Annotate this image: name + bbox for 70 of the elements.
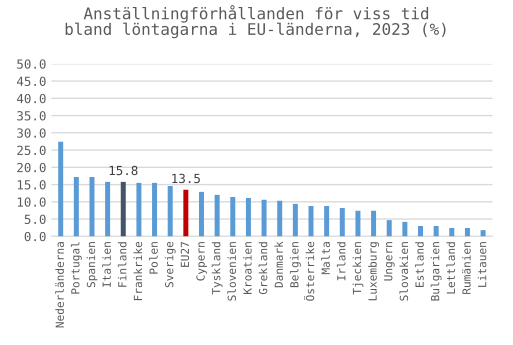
y-tick-label: 25.0: [17, 146, 46, 156]
x-tick-label: Österrike: [304, 242, 314, 301]
data-label: 15.8: [110, 166, 138, 176]
bar: [386, 220, 392, 236]
bar: [464, 228, 470, 236]
bar: [198, 192, 204, 236]
x-tick-label: Lettland: [446, 242, 456, 294]
x-tick-label: Bulgarien: [430, 242, 442, 300]
x-tick-label: Luxemburg: [368, 242, 379, 300]
bar: [246, 198, 251, 236]
x-tick-label: Slovakien: [399, 242, 408, 301]
x-tick-label: Irland: [336, 242, 346, 280]
bar: [230, 196, 236, 236]
bar: [480, 230, 486, 236]
bar: [183, 190, 188, 236]
chart-title: Anställningförhållanden för viss tid bland löntagarna i EU-länderna, 2023 (%): [66, 5, 446, 38]
bar: [105, 182, 110, 236]
data-label: 13.5: [172, 174, 200, 184]
y-tick-label: 0.0: [24, 232, 46, 242]
bar: [292, 204, 298, 236]
bar: [308, 206, 314, 236]
bar: [89, 176, 94, 236]
x-tick-label: Ungern: [384, 242, 395, 281]
x-tick-label: EU27: [180, 242, 190, 267]
x-tick-label: Belgien: [290, 242, 301, 288]
y-tick-label: 40.0: [16, 94, 46, 104]
x-tick-label: Italien: [102, 242, 111, 287]
x-tick-label: Portugal: [70, 242, 82, 294]
x-tick-label: Grekland: [258, 242, 268, 294]
y-tick-label: 35.0: [17, 111, 46, 121]
bar: [120, 182, 126, 236]
x-tick-label: Tyskland: [212, 242, 223, 294]
bar: [449, 228, 454, 236]
y-tick-label: 15.0: [18, 180, 46, 190]
x-tick-label: Finland: [118, 242, 127, 287]
x-tick-label: Nederländerna: [55, 242, 64, 328]
x-tick-label: Spanien: [86, 242, 98, 288]
bar: [340, 208, 345, 236]
bar: [262, 200, 267, 236]
bar: [74, 176, 79, 236]
y-tick-label: 5.0: [24, 214, 46, 224]
x-tick-label: Sverige: [164, 242, 176, 288]
y-tick-label: 30.0: [17, 128, 46, 138]
bar: [277, 200, 282, 236]
bar: [58, 142, 64, 236]
x-tick-label: Kroatien: [243, 242, 252, 294]
bar: [402, 222, 408, 236]
x-tick-label: Tjeckien: [352, 242, 364, 294]
bar: [434, 226, 439, 236]
x-tick-label: Rumänien: [462, 242, 471, 294]
x-tick-label: Danmark: [274, 241, 283, 288]
bar: [168, 186, 173, 236]
x-tick-label: Frankrike: [134, 242, 142, 300]
bar: [371, 210, 376, 236]
bar: [136, 182, 142, 236]
y-tick-label: 45.0: [16, 76, 46, 86]
bar: [214, 194, 220, 236]
y-tick-label: 50.0: [17, 59, 46, 69]
x-tick-label: Litauen: [478, 242, 486, 287]
bar: [418, 226, 424, 236]
x-tick-label: Slovenien: [227, 242, 236, 301]
x-tick-label: Cypern: [196, 242, 207, 281]
x-tick-label: Estland: [415, 242, 424, 287]
x-tick-label: Polen: [149, 242, 158, 274]
bar: [355, 210, 360, 236]
y-tick-label: 10.0: [18, 197, 46, 207]
bar: [324, 206, 330, 236]
y-tick-label: 20.0: [17, 162, 46, 172]
bar: [152, 182, 158, 236]
x-tick-label: Malta: [321, 242, 330, 274]
